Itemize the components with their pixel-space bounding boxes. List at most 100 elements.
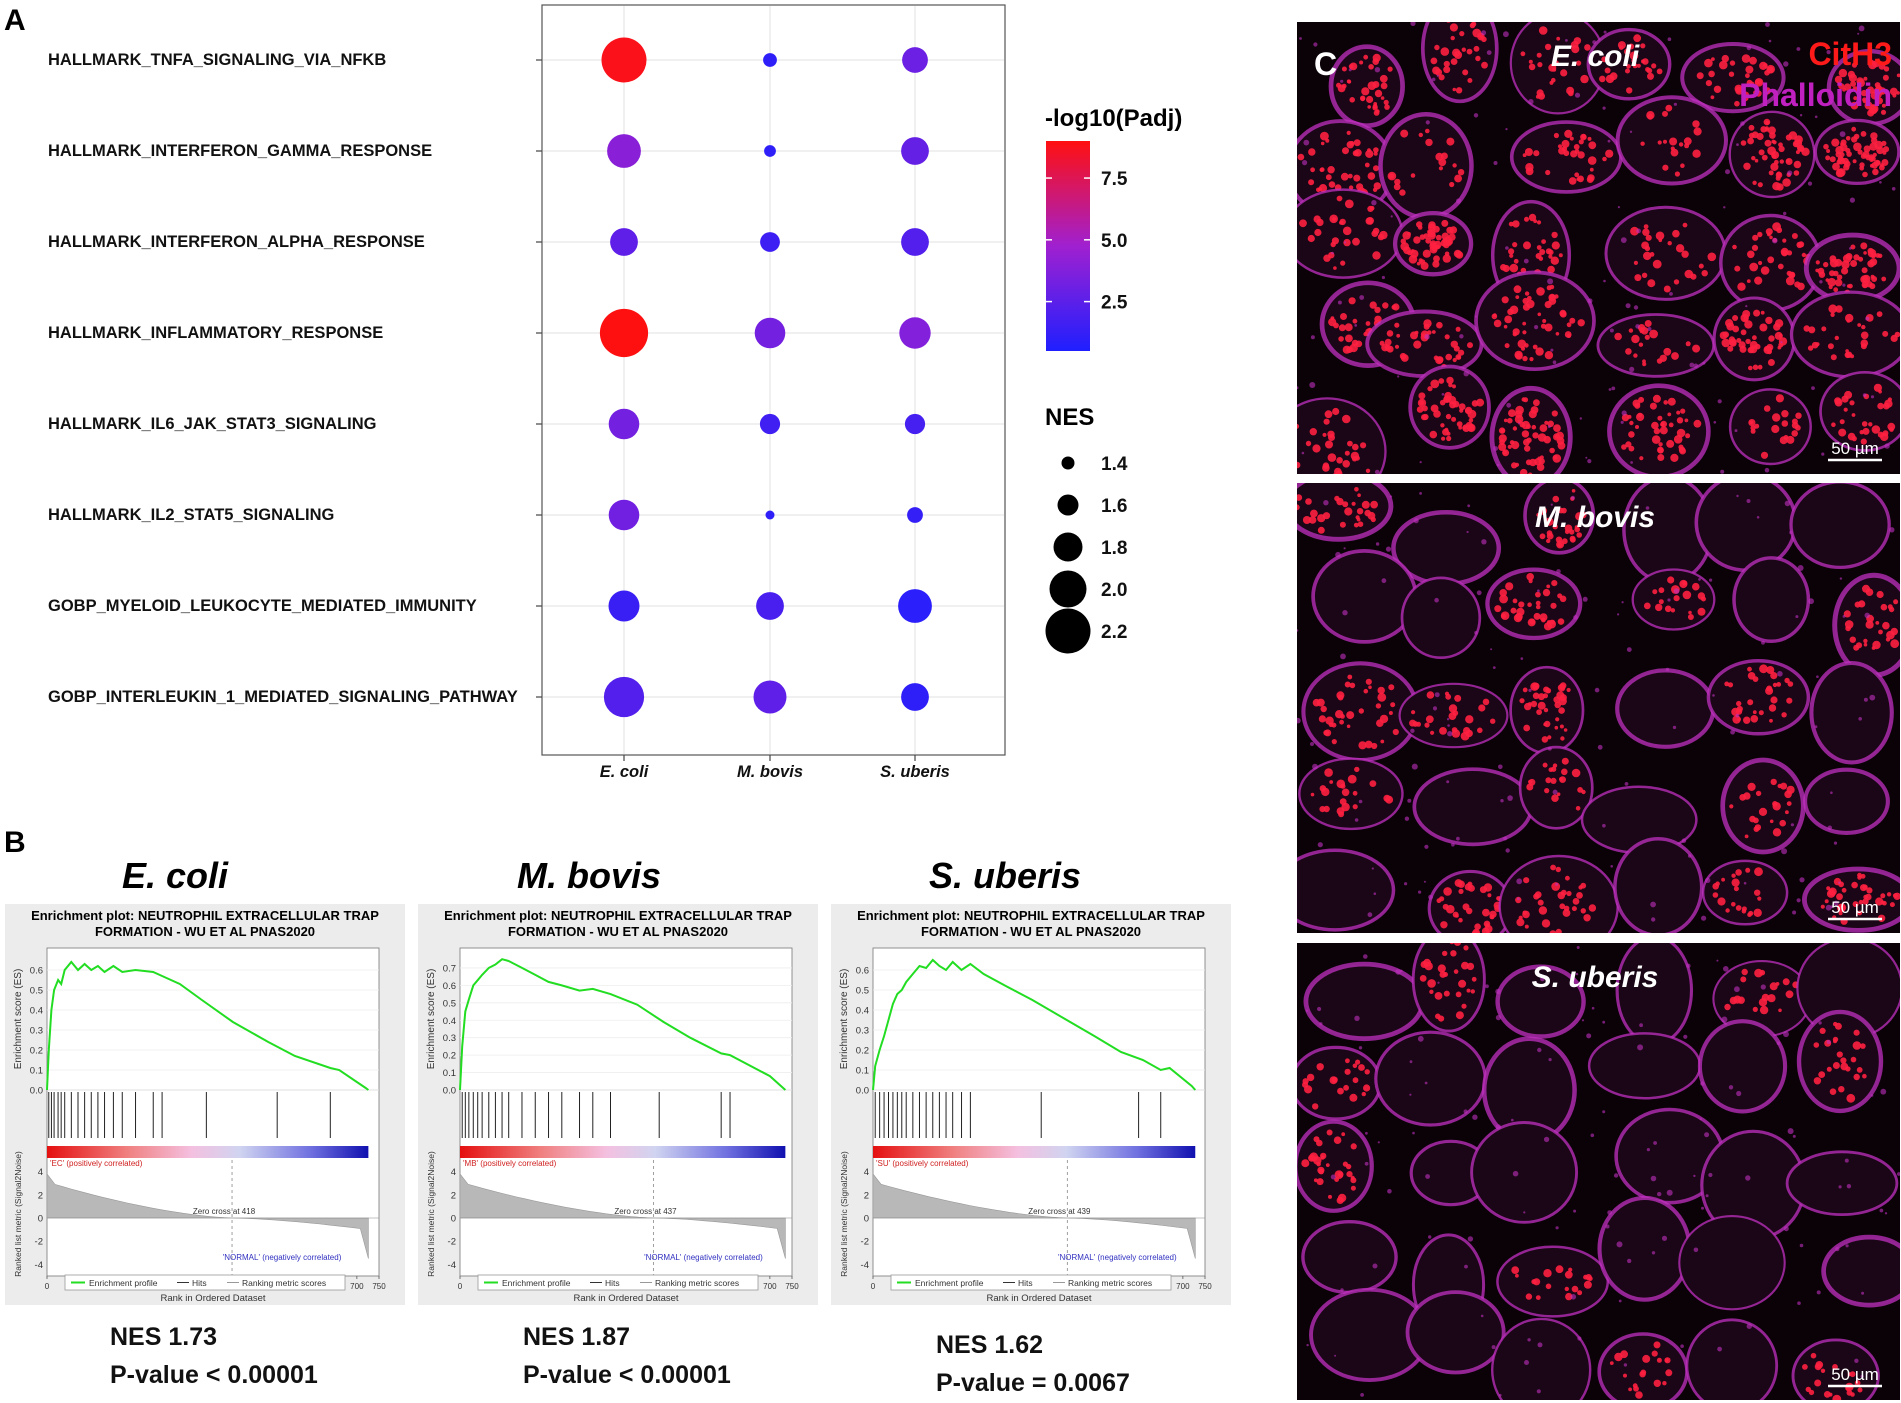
gsea-plot-title: FORMATION - WU ET AL PNAS2020 [921, 924, 1141, 939]
phalloidin-speck [1784, 500, 1791, 507]
cith3-dot [1815, 260, 1820, 265]
cith3-dot [1467, 881, 1473, 887]
cith3-dot [1857, 910, 1863, 916]
phalloidin-speck [1330, 1174, 1336, 1180]
cith3-dot [1471, 930, 1480, 933]
cith3-dot [1757, 896, 1762, 901]
cith3-dot [1556, 36, 1561, 41]
cith3-dot [1388, 711, 1393, 715]
cith3-dot [1771, 154, 1777, 159]
cith3-dot [1775, 394, 1784, 403]
phalloidin-speck [1456, 198, 1462, 204]
phalloidin-speck [1359, 295, 1365, 300]
cith3-dot [1609, 72, 1618, 81]
cith3-dot [1524, 148, 1533, 156]
phalloidin-speck [1807, 181, 1813, 186]
p-value: P-value < 0.00001 [523, 1361, 731, 1389]
cith3-dot [1752, 1006, 1758, 1013]
cith3-dot [1763, 87, 1771, 95]
phalloidin-speck [1335, 551, 1341, 558]
phalloidin-speck [1409, 1060, 1413, 1064]
phalloidin-speck [1681, 838, 1687, 843]
cith3-dot [1632, 399, 1641, 408]
cith3-dot [1875, 91, 1882, 98]
phalloidin-speck [1459, 334, 1464, 339]
phalloidin-speck [1463, 1109, 1468, 1114]
cith3-dot [1807, 345, 1814, 351]
cith3-dot [1858, 899, 1864, 905]
phalloidin-speck [1500, 799, 1504, 803]
cith3-dot [1676, 410, 1681, 415]
cith3-dot [1465, 715, 1474, 724]
phalloidin-speck [1591, 1006, 1595, 1010]
phalloidin-speck [1602, 823, 1606, 828]
cith3-dot [1341, 66, 1347, 72]
cith3-dot [1835, 168, 1845, 178]
alveolus-outline [1400, 576, 1482, 660]
gsea-xtick-label: 0 [871, 1282, 876, 1291]
phalloidin-speck [1463, 371, 1469, 377]
cith3-dot [1456, 421, 1463, 427]
cith3-dot [1548, 767, 1554, 772]
phalloidin-speck [1493, 446, 1498, 451]
phalloidin-speck [1495, 988, 1501, 995]
cith3-dot [1566, 333, 1572, 338]
phalloidin-speck [1745, 1175, 1751, 1181]
phalloidin-speck [1303, 139, 1310, 146]
alveolus-outline [1518, 745, 1594, 830]
cith3-dot [1352, 237, 1360, 246]
phalloidin-speck [1582, 596, 1588, 602]
cith3-dot [1755, 790, 1762, 797]
phalloidin-speck [1716, 959, 1719, 962]
cith3-dot [1431, 330, 1436, 334]
dot-point [901, 228, 929, 256]
cith3-dot [1870, 132, 1878, 140]
gsea-plot-1: Enrichment plot: NEUTROPHIL EXTRACELLULA… [5, 904, 405, 1305]
y-category-label: GOBP_INTERLEUKIN_1_MEDIATED_SIGNALING_PA… [48, 688, 518, 706]
phalloidin-speck [1574, 92, 1581, 98]
dot-point [765, 510, 775, 520]
cith3-dot [1553, 433, 1561, 441]
phalloidin-speck [1342, 610, 1348, 616]
ranking-metric-area [872, 1173, 1196, 1259]
cith3-dot [1537, 693, 1545, 701]
cith3-dot [1850, 80, 1857, 87]
cith3-dot [1520, 51, 1526, 57]
phalloidin-speck [1839, 577, 1843, 580]
alveolus-outline [1587, 1032, 1702, 1100]
phalloidin-speck [1792, 910, 1797, 915]
cith3-dot [1314, 228, 1322, 237]
cith3-dot [1301, 1159, 1310, 1168]
cith3-dot [1767, 256, 1775, 264]
cith3-dot [1535, 591, 1541, 598]
cith3-dot [1511, 441, 1520, 450]
dot-point [898, 589, 932, 623]
phalloidin-speck [1381, 275, 1385, 280]
cith3-dot [1530, 682, 1539, 691]
cith3-dot [1541, 239, 1546, 245]
cith3-dot [1655, 231, 1665, 241]
cith3-dot [1663, 139, 1667, 144]
phalloidin-speck [1683, 1034, 1688, 1039]
cith3-dot [1859, 165, 1865, 171]
cith3-dot [1574, 149, 1580, 154]
phalloidin-speck [1419, 492, 1422, 495]
phalloidin-speck [1412, 1131, 1415, 1135]
phalloidin-speck [1756, 516, 1760, 519]
cith3-dot [1860, 331, 1869, 340]
cith3-dot [1738, 341, 1746, 349]
cith3-dot [1571, 906, 1577, 912]
cith3-dot [1735, 86, 1744, 95]
cith3-dot [1471, 400, 1479, 407]
cith3-dot [1552, 524, 1558, 530]
cith3-dot [1663, 347, 1672, 356]
legend-hits-label: Hits [1018, 1278, 1033, 1288]
cith3-dot [1538, 256, 1544, 261]
gsea-ytick-label: 0.2 [856, 1046, 869, 1057]
gsea-ytick-label: 0.0 [30, 1086, 43, 1097]
cith3-dot [1343, 1084, 1349, 1091]
phalloidin-speck [1340, 653, 1346, 660]
gsea-rank-ytick-label: 2 [38, 1190, 43, 1201]
gsea-rank-ytick-label: 2 [451, 1190, 456, 1201]
cith3-dot [1843, 610, 1851, 618]
